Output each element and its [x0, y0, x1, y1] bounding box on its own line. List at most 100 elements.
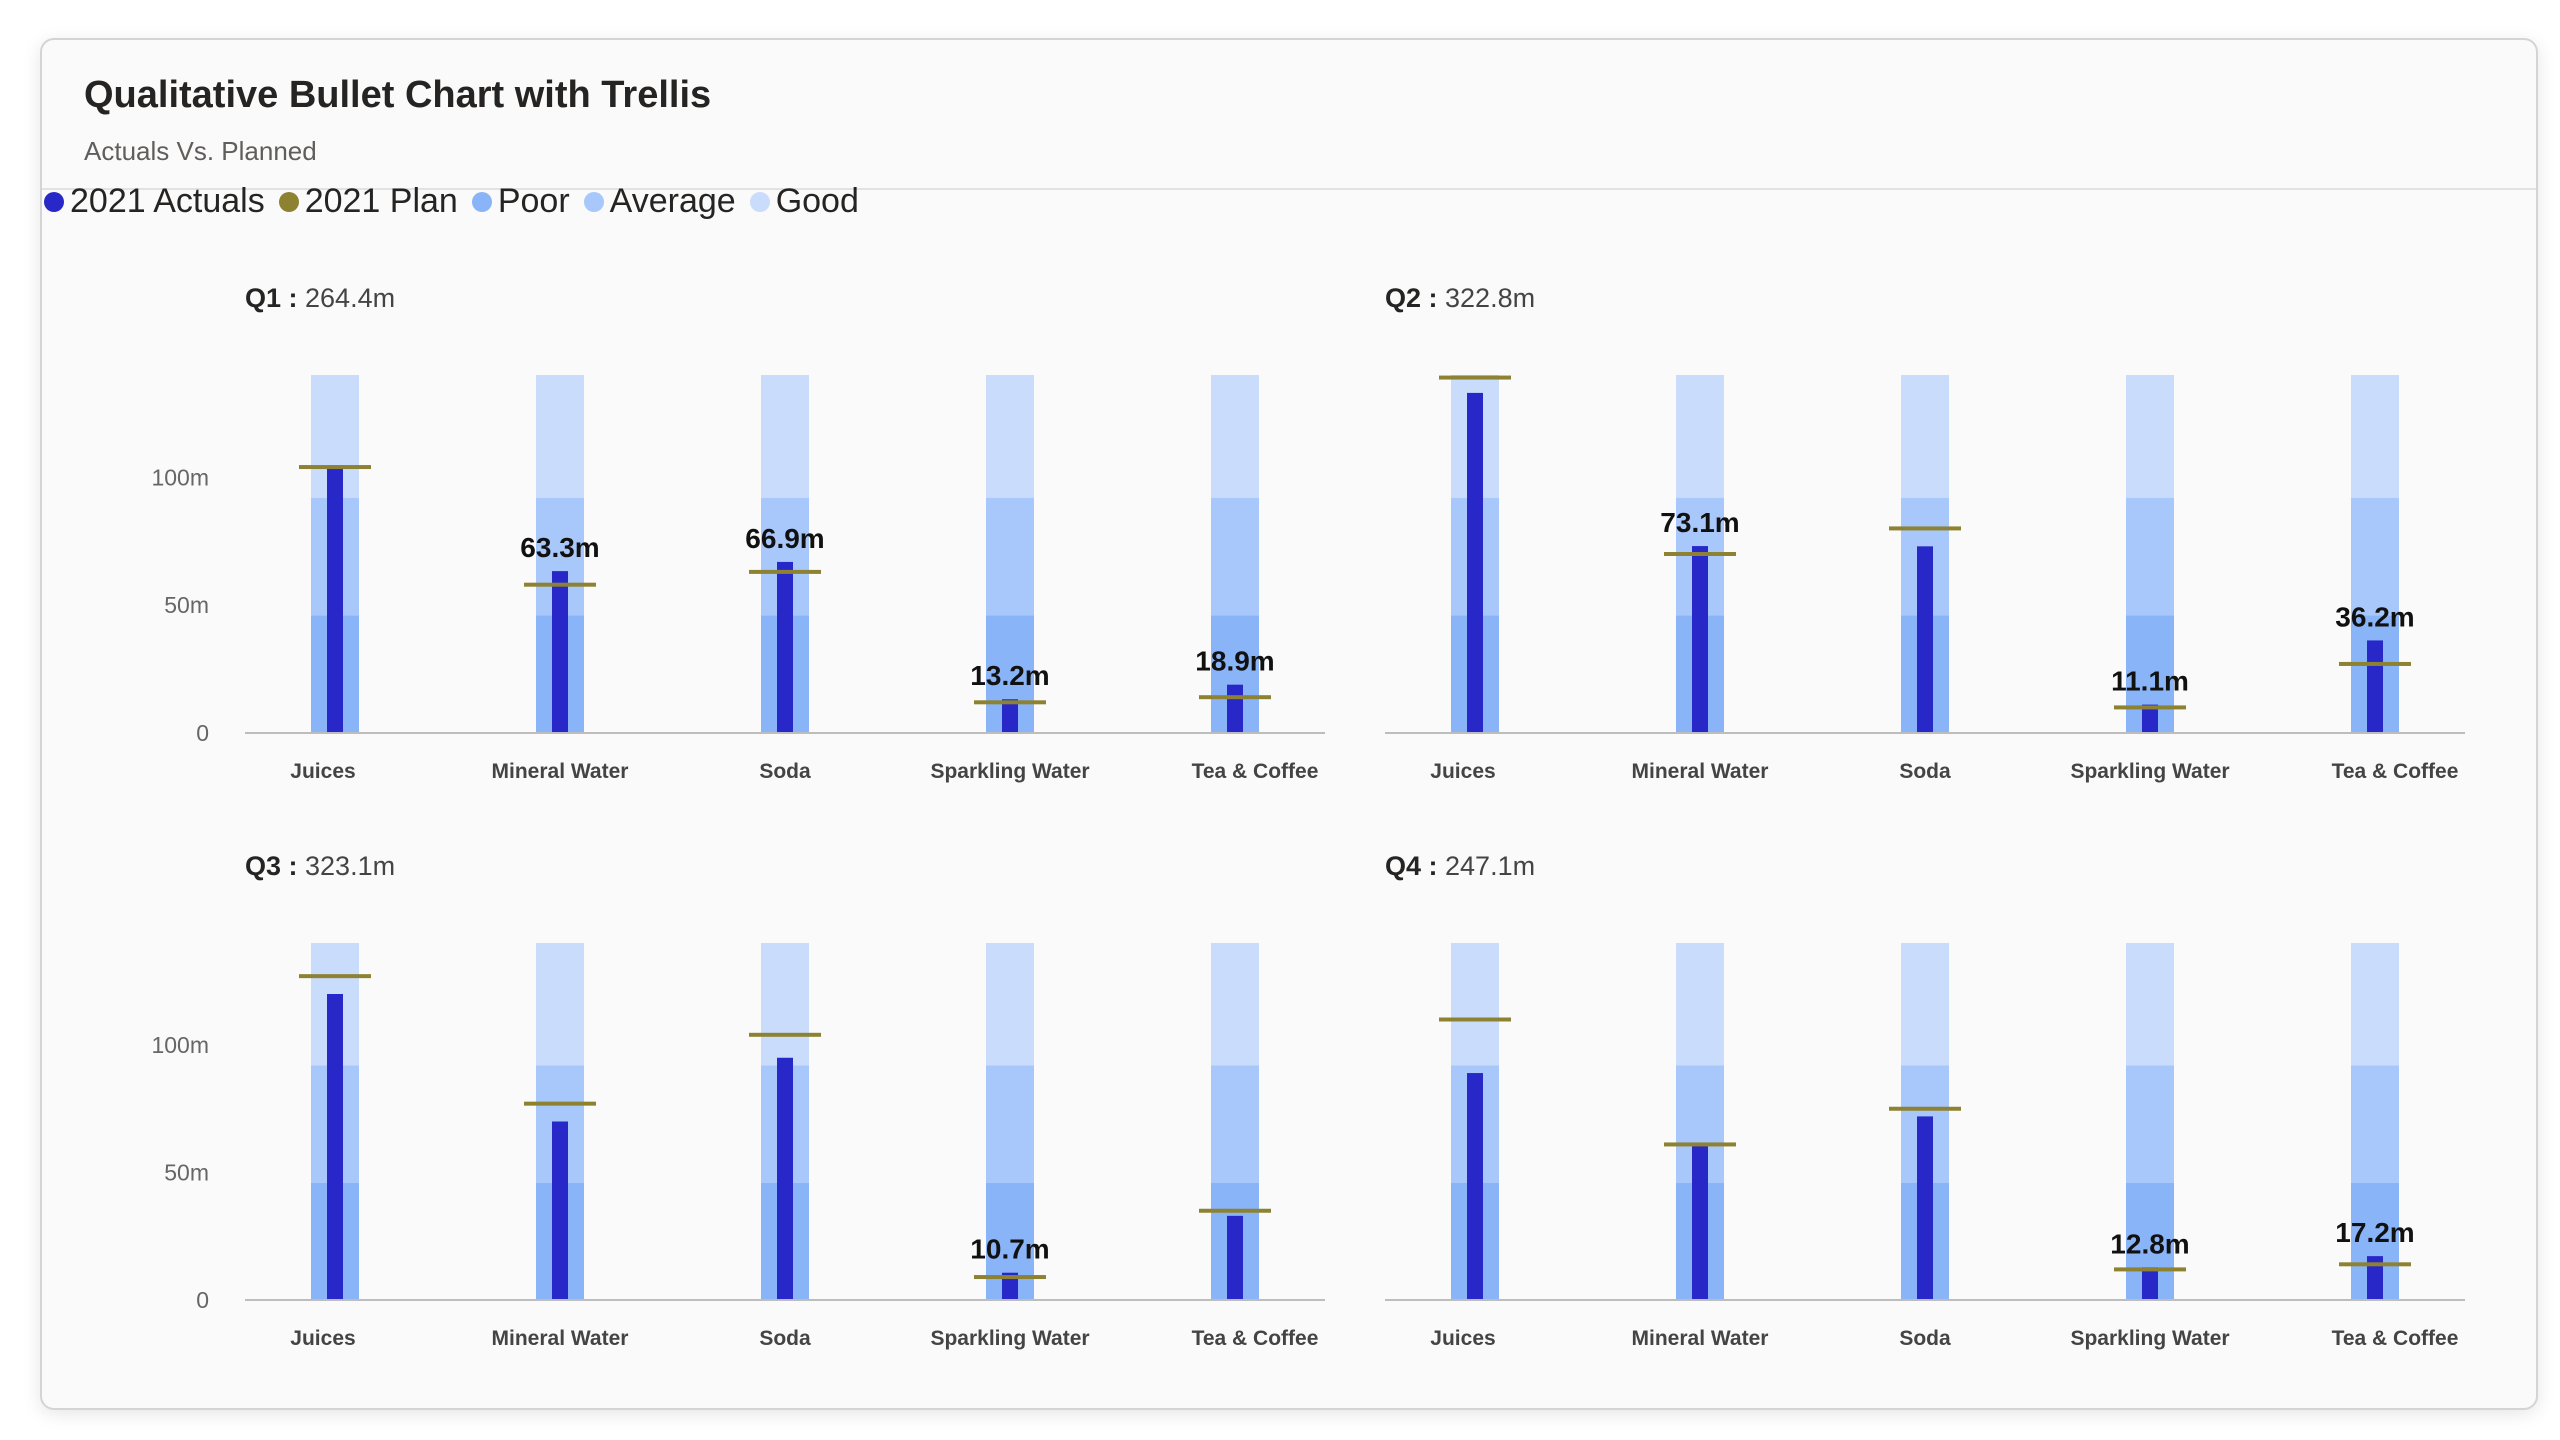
legend-dot-poor — [471, 191, 492, 212]
category-label: Mineral Water — [492, 1327, 629, 1350]
category-label: Soda — [759, 1327, 811, 1350]
plan-marker — [2339, 661, 2411, 666]
actual-bar — [1467, 392, 1483, 733]
legend-item-average[interactable]: Average — [583, 182, 736, 221]
plan-marker — [1889, 526, 1961, 531]
data-label: 73.1m — [1660, 507, 1739, 538]
actual-bar — [1917, 546, 1933, 733]
plan-marker — [2114, 1267, 2186, 1272]
plan-marker — [1439, 1017, 1511, 1022]
category-label: Soda — [759, 760, 811, 783]
category-label: Soda — [1899, 760, 1951, 783]
plan-marker — [2339, 1262, 2411, 1267]
range-band-good — [1211, 375, 1259, 498]
range-band-good — [536, 375, 584, 498]
legend-item-actuals[interactable]: 2021 Actuals — [44, 182, 265, 221]
actual-bar — [2367, 640, 2383, 733]
actual-bar — [1692, 1144, 1708, 1300]
legend-label-poor: Poor — [497, 182, 570, 220]
plan-marker — [749, 1032, 821, 1037]
panel-total-value: 264.4m — [305, 283, 395, 313]
plan-marker — [524, 582, 596, 587]
range-band-good — [1901, 943, 1949, 1066]
legend-label-plan: 2021 Plan — [304, 182, 458, 220]
legend-item-poor[interactable]: Poor — [471, 182, 570, 221]
panel-quarter-label: Q2 : — [1385, 283, 1445, 313]
category-label: Sparkling Water — [2070, 760, 2229, 783]
plan-marker — [1664, 1142, 1736, 1147]
actual-bar — [1002, 699, 1018, 733]
category-label: Mineral Water — [1632, 1327, 1769, 1350]
plan-marker — [299, 465, 371, 470]
category-label: Tea & Coffee — [2332, 760, 2459, 783]
range-band-average — [2126, 1065, 2174, 1183]
range-band-average — [986, 497, 1034, 616]
plan-marker — [1199, 695, 1271, 700]
range-band-good — [2351, 375, 2399, 498]
chart-title: Qualitative Bullet Chart with Trellis — [84, 74, 712, 116]
actual-bar — [2367, 1256, 2383, 1300]
range-band-average — [2351, 1065, 2399, 1183]
chart-card: Qualitative Bullet Chart with Trellis Ac… — [40, 38, 2538, 1410]
panel-title-q4: Q4 : 247.1m — [1385, 851, 1535, 881]
category-label: Mineral Water — [1632, 760, 1769, 783]
panel-title-q1: Q1 : 264.4m — [245, 283, 395, 313]
plan-marker — [1199, 1208, 1271, 1213]
actual-bar — [1467, 1073, 1483, 1300]
plan-marker — [749, 569, 821, 574]
data-label: 66.9m — [745, 523, 824, 554]
range-band-good — [2126, 375, 2174, 498]
actual-bar — [552, 1121, 568, 1300]
category-label: Sparkling Water — [2070, 1327, 2229, 1350]
range-band-good — [2126, 943, 2174, 1066]
range-band-good — [1676, 375, 1724, 498]
plan-marker — [1889, 1106, 1961, 1111]
panel-quarter-label: Q1 : — [245, 283, 305, 313]
range-band-good — [986, 375, 1034, 498]
range-band-good — [2351, 943, 2399, 1066]
actual-bar — [1227, 684, 1243, 733]
plan-marker — [1439, 375, 1511, 380]
actual-bar — [2142, 1267, 2158, 1300]
chart-legend: 2021 Actuals 2021 Plan Poor Average Good — [44, 182, 859, 221]
category-label: Tea & Coffee — [1192, 1327, 1319, 1350]
data-label: 12.8m — [2110, 1228, 2189, 1259]
legend-label-average: Average — [609, 182, 736, 220]
y-tick-label: 50m — [164, 592, 209, 618]
range-band-good — [761, 943, 809, 1066]
data-label: 63.3m — [520, 532, 599, 563]
range-band-good — [1901, 375, 1949, 498]
category-label: Soda — [1899, 1327, 1951, 1350]
actual-bar — [327, 467, 343, 733]
data-label: 36.2m — [2335, 601, 2414, 632]
category-label: Sparkling Water — [930, 1327, 1089, 1350]
actual-bar — [1227, 1215, 1243, 1300]
panel-title-q2: Q2 : 322.8m — [1385, 283, 1535, 313]
data-label: 10.7m — [970, 1234, 1049, 1265]
legend-label-good: Good — [775, 182, 859, 220]
legend-dot-good — [749, 191, 770, 212]
y-tick-label: 50m — [164, 1160, 209, 1186]
category-label: Tea & Coffee — [1192, 760, 1319, 783]
actual-bar — [777, 1057, 793, 1300]
actual-bar — [327, 994, 343, 1300]
y-tick-label: 0 — [196, 1287, 209, 1313]
range-band-good — [1676, 943, 1724, 1066]
plan-marker — [2114, 705, 2186, 710]
category-label: Tea & Coffee — [2332, 1327, 2459, 1350]
actual-bar — [1002, 1272, 1018, 1300]
actual-bar — [777, 561, 793, 733]
data-label: 17.2m — [2335, 1217, 2414, 1248]
legend-dot-plan — [278, 191, 299, 212]
category-label: Sparkling Water — [930, 760, 1089, 783]
range-band-good — [1451, 943, 1499, 1066]
legend-item-good[interactable]: Good — [749, 182, 859, 221]
category-label: Mineral Water — [492, 760, 629, 783]
legend-dot-actuals — [44, 191, 64, 212]
plan-marker — [524, 1101, 596, 1106]
range-band-average — [2351, 497, 2399, 616]
range-band-good — [536, 943, 584, 1066]
legend-item-plan[interactable]: 2021 Plan — [278, 182, 458, 221]
plan-marker — [974, 1275, 1046, 1280]
